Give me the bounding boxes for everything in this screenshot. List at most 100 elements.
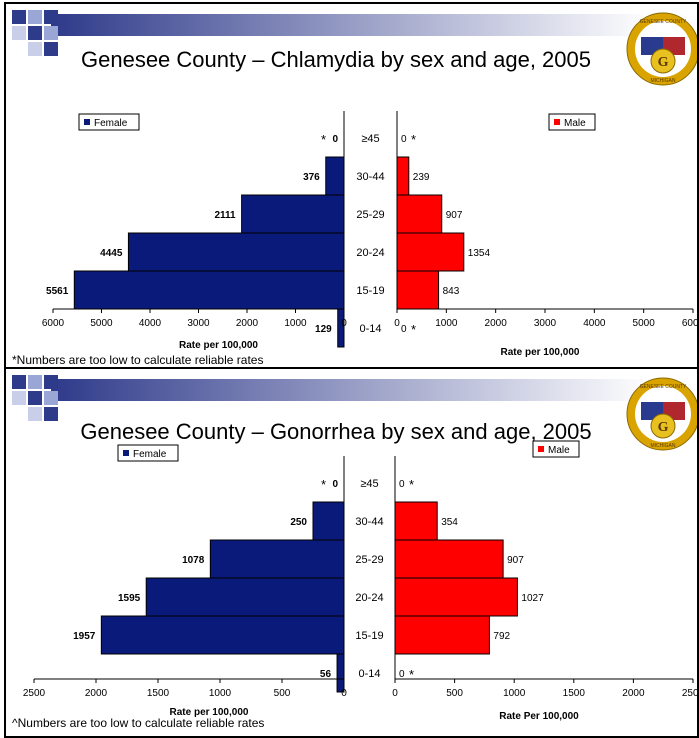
category-label-20-24: 20-24 <box>356 247 384 259</box>
seal-center <box>650 48 676 74</box>
female-tick-label: 2000 <box>236 318 259 329</box>
female-star-≥45: * <box>321 477 326 492</box>
male-bar-20-24 <box>394 577 518 617</box>
male-tick-label: 500 <box>446 688 463 699</box>
category-label-30-44: 30-44 <box>355 516 383 528</box>
legend-male-box <box>532 440 580 458</box>
female-tick-label: 2500 <box>23 688 46 699</box>
female-value-25-29: 1078 <box>182 555 205 566</box>
male-value-20-24: 1027 <box>521 593 544 604</box>
male-value-20-24: 1354 <box>468 248 491 259</box>
male-star-0-14: * <box>409 667 414 682</box>
male-tick-label: 1000 <box>503 688 526 699</box>
legend-male-box <box>548 113 596 131</box>
header-square <box>28 26 42 40</box>
male-value-30-44: 354 <box>441 517 458 528</box>
chart-title: Genesee County – Chlamydia by sex and ag… <box>81 47 591 72</box>
male-tick-label: 2500 <box>682 688 699 699</box>
male-bar-15-19 <box>396 270 440 310</box>
male-value-30-44: 239 <box>413 172 430 183</box>
category-label-0-14: 0-14 <box>358 668 380 680</box>
female-tick-label: 1500 <box>147 688 170 699</box>
header-square <box>12 375 26 389</box>
header-square <box>44 375 58 389</box>
header-square <box>28 407 42 421</box>
seal-bottom-text: MICHIGAN <box>651 443 676 449</box>
county-seal: G GENESEE COUNTY MICHIGAN <box>626 377 697 451</box>
male-tick-label: 1000 <box>435 318 458 329</box>
legend-female: Female <box>117 444 179 462</box>
seal-letter: G <box>658 420 669 435</box>
female-bar-25-29 <box>209 539 345 579</box>
female-value-20-24: 4445 <box>100 248 123 259</box>
header-square <box>44 26 58 40</box>
female-bar-20-24 <box>127 232 345 272</box>
male-tick-label: 3000 <box>534 318 557 329</box>
male-tick-label: 0 <box>394 318 400 329</box>
male-tick-label: 1500 <box>563 688 586 699</box>
female-tick-label: 1000 <box>284 318 307 329</box>
category-label-25-29: 25-29 <box>355 554 383 566</box>
female-tick-label: 500 <box>274 688 291 699</box>
female-value-20-24: 1595 <box>118 593 141 604</box>
chart-title: Genesee County – Gonorrhea by sex and ag… <box>80 419 591 444</box>
header-square <box>44 42 58 56</box>
seal-center <box>650 413 676 439</box>
male-tick-label: 4000 <box>583 318 606 329</box>
female-bar-30-44 <box>325 156 345 196</box>
male-star-≥45: * <box>409 477 414 492</box>
male-tick-label: 2000 <box>622 688 645 699</box>
male-bar-30-44 <box>396 156 410 196</box>
female-tick-label: 5000 <box>90 318 113 329</box>
legend-female-swatch <box>84 119 90 125</box>
header-square <box>44 10 58 24</box>
legend-female-label: Female <box>94 118 128 129</box>
header-square <box>44 391 58 405</box>
legend-female-box <box>117 444 179 462</box>
chart-panel-gonorrhea: G GENESEE COUNTY MICHIGAN Genesee County – … <box>4 367 699 738</box>
female-bar-30-44 <box>312 501 345 541</box>
header-gradient-bar <box>51 14 651 36</box>
male-value-25-29: 907 <box>507 555 524 566</box>
footnote: *Numbers are too low to calculate reliab… <box>12 353 263 367</box>
male-bar-15-19 <box>394 615 490 655</box>
footnote: ^Numbers are too low to calculate reliab… <box>12 716 264 730</box>
male-value-≥45: 0 <box>399 479 405 490</box>
male-bar-30-44 <box>394 501 438 541</box>
female-value-25-29: 2111 <box>214 210 236 221</box>
legend-male-label: Male <box>548 445 570 456</box>
male-tick-label: 6000 <box>682 318 699 329</box>
chart-svg: G GENESEE COUNTY MICHIGAN Genesee County – … <box>12 375 699 730</box>
female-star-≥45: * <box>321 132 326 147</box>
legend-male-label: Male <box>564 118 586 129</box>
female-value-30-44: 376 <box>303 172 320 183</box>
legend-female: Female <box>78 113 140 131</box>
female-tick-label: 0 <box>341 688 347 699</box>
county-seal: G GENESEE COUNTY MICHIGAN <box>626 12 697 86</box>
female-axis-label: Rate per 100,000 <box>170 707 249 718</box>
male-axis-label: Rate Per 100,000 <box>499 711 579 722</box>
chart-svg: G GENESEE COUNTY MICHIGAN Genesee County – … <box>12 10 699 367</box>
header-square <box>12 26 26 40</box>
header-square <box>28 375 42 389</box>
header-square <box>28 391 42 405</box>
header-square <box>44 407 58 421</box>
legend-male: Male <box>548 113 596 131</box>
header-square <box>28 42 42 56</box>
female-value-≥45: 0 <box>332 479 338 490</box>
female-value-15-19: 5561 <box>46 286 69 297</box>
female-tick-label: 4000 <box>139 318 162 329</box>
male-value-0-14: 0 <box>399 669 405 680</box>
male-value-25-29: 907 <box>446 210 463 221</box>
female-bar-25-29 <box>241 194 345 234</box>
legend-male-swatch <box>538 446 544 452</box>
seal-bottom-text: MICHIGAN <box>651 78 676 84</box>
seal-top-text: GENESEE COUNTY <box>640 384 687 390</box>
seal-letter: G <box>658 55 669 70</box>
male-tick-label: 0 <box>392 688 398 699</box>
male-bar-25-29 <box>396 194 443 234</box>
female-value-30-44: 250 <box>290 517 307 528</box>
header-square <box>28 10 42 24</box>
female-axis-label: Rate per 100,000 <box>179 340 258 351</box>
male-value-15-19: 792 <box>493 631 510 642</box>
